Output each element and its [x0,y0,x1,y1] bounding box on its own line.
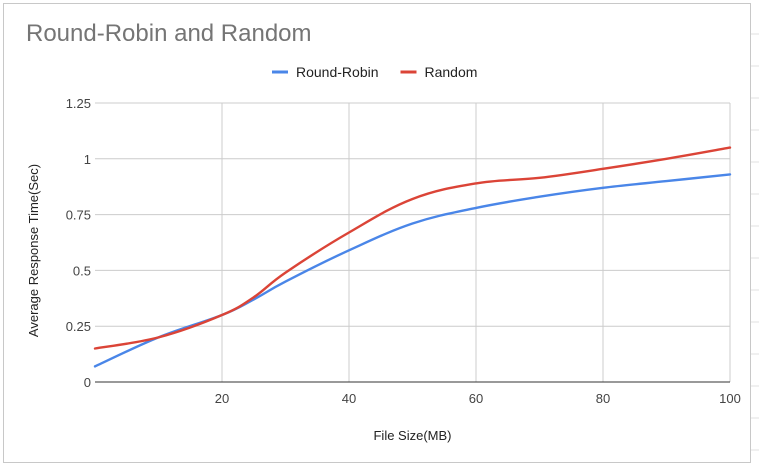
legend-label-random: Random [425,64,478,80]
x-axis-title: File Size(MB) [373,428,451,443]
y-tick-label: 0.75 [66,208,91,223]
y-tick-label: 0.5 [73,263,91,278]
x-tick-label: 40 [342,391,356,406]
x-tick-label: 100 [719,391,741,406]
series-line-random[interactable] [93,146,732,350]
y-tick-label: 1.25 [66,96,91,111]
x-tick-label: 20 [215,391,229,406]
axes: 0 0.25 0.5 0.75 1 1.25 20 40 60 80 100 [66,96,741,406]
y-axis-title: Average Response Time(Sec) [26,164,41,337]
x-tick-label: 80 [596,391,610,406]
y-tick-label: 0.25 [66,319,91,334]
chart-container[interactable] [3,3,751,463]
x-tick-label: 60 [469,391,483,406]
y-tick-label: 0 [84,375,91,390]
grid-lines [95,102,731,382]
legend: Round-Robin Random [272,64,477,80]
chart-title: Round-Robin and Random [26,20,312,47]
y-tick-label: 1 [84,152,91,167]
series-lines [93,146,732,368]
legend-label-round-robin: Round-Robin [296,64,379,80]
